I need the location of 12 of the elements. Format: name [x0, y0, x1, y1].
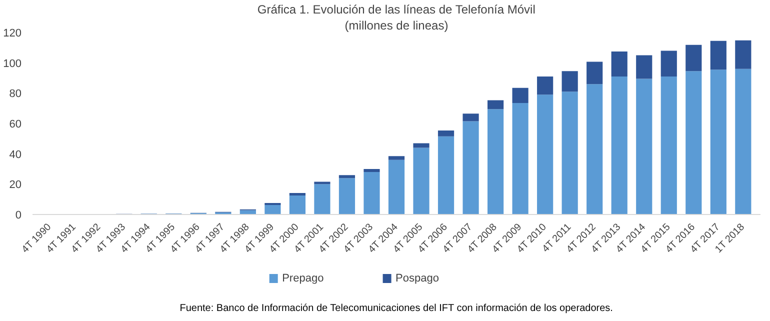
y-tick-label: 20 [9, 179, 22, 192]
y-tick-label: 100 [3, 58, 22, 70]
y-tick-label: 120 [3, 28, 22, 40]
y-tick-label: 60 [9, 118, 22, 130]
legend-label: Pospago [396, 272, 439, 284]
y-tick-label: 80 [9, 88, 22, 100]
y-tick-label: 0 [15, 210, 22, 222]
chart-title: Gráfica 1. Evolución de las líneas de Telefonía Móvil [257, 2, 536, 16]
y-tick-label: 40 [9, 148, 22, 161]
source-note: Fuente: Banco de Información de Telecomunicaciones del IFT con información de los operadores. [180, 303, 613, 314]
chart-subtitle: (millones de lineas) [344, 18, 448, 32]
legend-label: Prepago [282, 272, 324, 284]
